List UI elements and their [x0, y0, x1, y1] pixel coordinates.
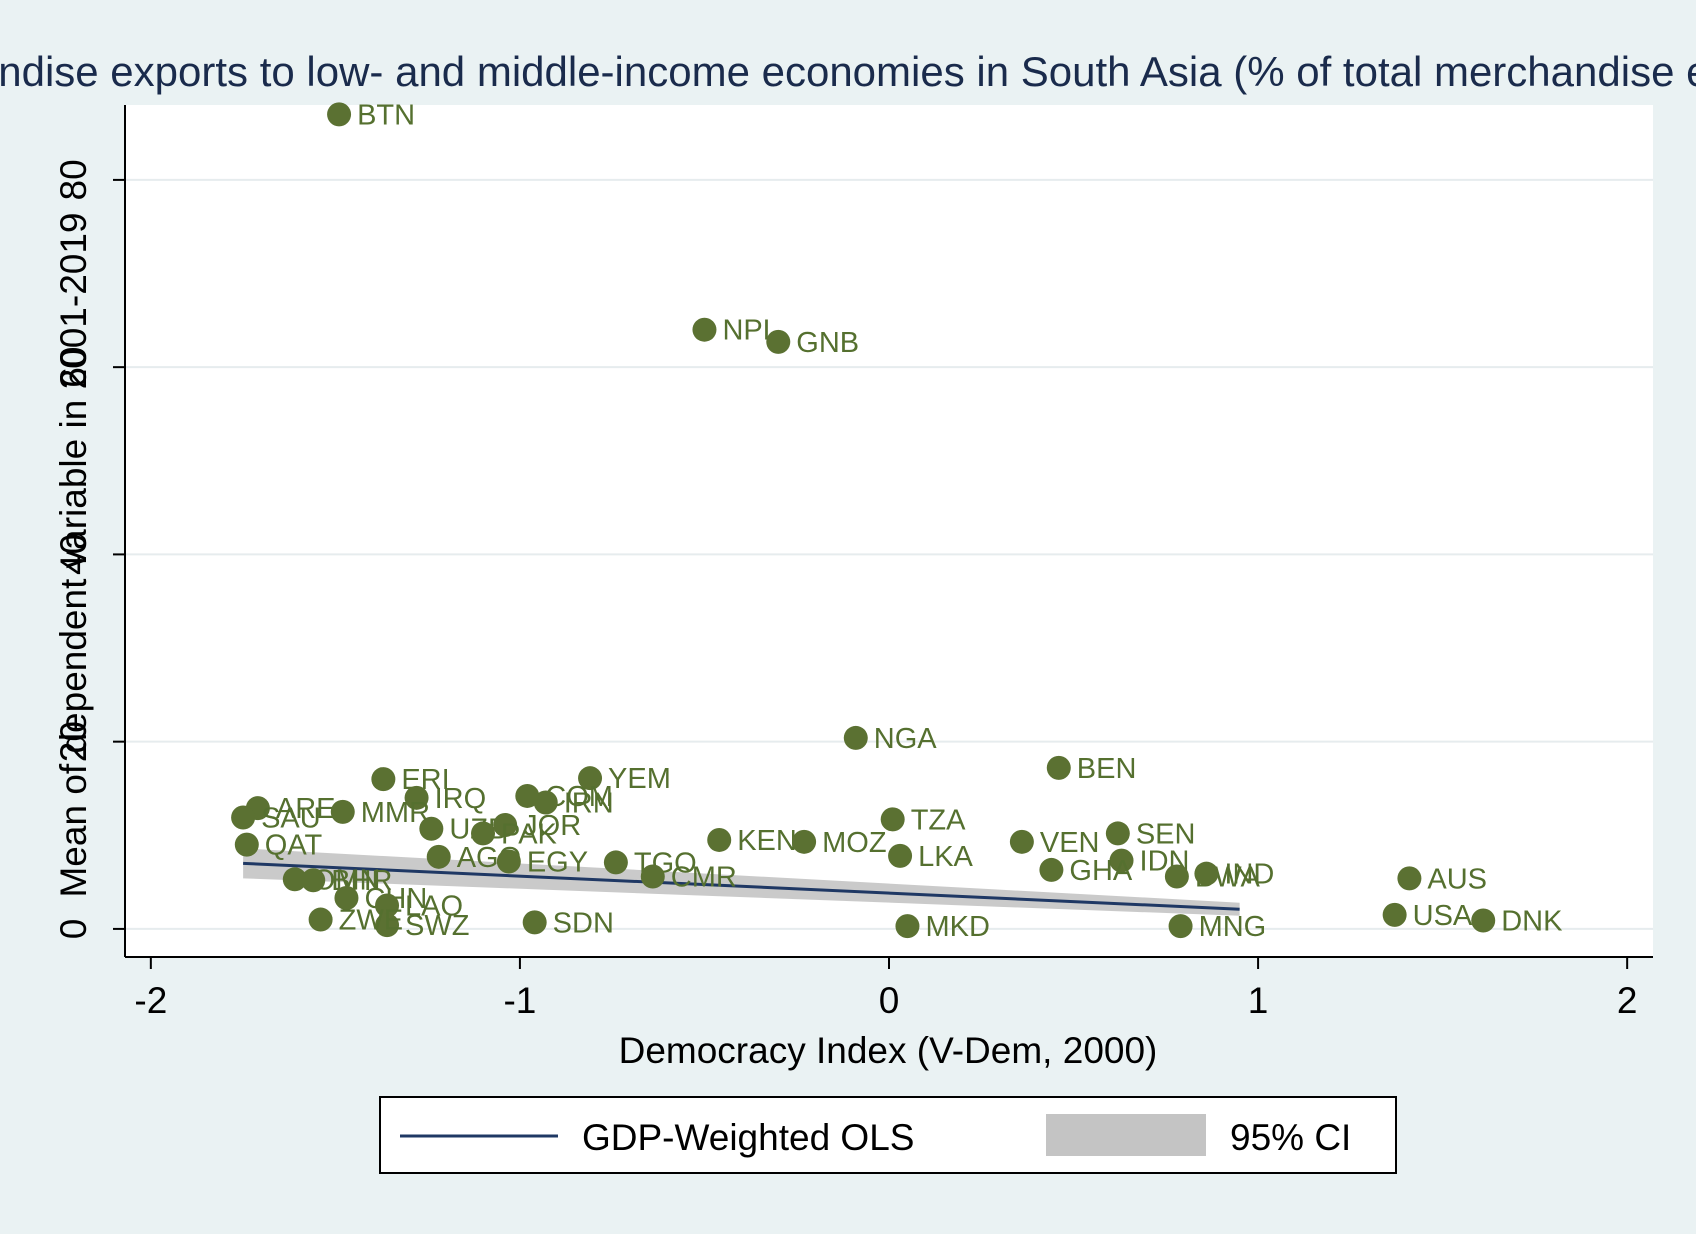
point-label-jor: JOR: [523, 810, 581, 842]
point-label-lao: LAO: [405, 891, 463, 923]
point-lao: [375, 893, 400, 918]
point-label-btn: BTN: [357, 99, 415, 131]
point-gnb: [766, 329, 791, 354]
point-mkd: [895, 914, 920, 939]
y-tick-label-4: 80: [53, 159, 94, 200]
legend-label-ci: 95% CI: [1230, 1117, 1351, 1158]
point-label-egy: EGY: [527, 847, 588, 879]
point-label-usa: USA: [1413, 900, 1473, 932]
point-label-dnk: DNK: [1501, 905, 1563, 937]
point-label-qat: QAT: [265, 830, 323, 862]
point-label-ben: BEN: [1077, 753, 1137, 785]
point-sdn: [522, 910, 547, 935]
point-sau: [231, 805, 256, 830]
point-jor: [493, 812, 518, 837]
y-tick-label-2: 40: [53, 534, 94, 575]
x-axis-title: Democracy Index (V-Dem, 2000): [619, 1030, 1158, 1071]
y-tick-label-3: 60: [53, 347, 94, 388]
point-yem: [578, 766, 603, 791]
point-label-mng: MNG: [1199, 911, 1267, 943]
point-pak: [471, 821, 496, 846]
point-aus: [1397, 866, 1422, 891]
point-btn: [327, 102, 352, 127]
point-label-ind: IND: [1224, 859, 1274, 891]
point-label-irn: IRN: [564, 788, 614, 820]
point-chn: [334, 886, 359, 911]
x-tick-label-1: -1: [503, 980, 536, 1021]
point-bhr: [301, 868, 326, 893]
point-moz: [792, 829, 817, 854]
point-label-nga: NGA: [874, 723, 938, 755]
fit-line-layer: [243, 861, 1240, 911]
point-tza: [880, 807, 905, 832]
point-swz: [375, 913, 400, 938]
point-label-lka: LKA: [918, 841, 973, 873]
legend: GDP-Weighted OLS 95% CI: [379, 1096, 1397, 1174]
point-label-mmr: MMR: [361, 797, 430, 829]
legend-ci-swatch: [1046, 1114, 1206, 1156]
point-tgo: [603, 850, 628, 875]
point-label-zwe: ZWE: [339, 905, 403, 937]
point-label-gha: GHA: [1069, 855, 1133, 887]
x-tick-label-2: 0: [879, 980, 900, 1021]
chart-title: Merchandise exports to low- and middle-i…: [0, 48, 1696, 95]
y-tick-label-1: 20: [53, 721, 94, 762]
point-omn: [282, 867, 307, 892]
point-label-ven: VEN: [1040, 827, 1100, 859]
point-gha: [1039, 857, 1064, 882]
point-sen: [1105, 821, 1130, 846]
point-irn: [533, 790, 558, 815]
point-idn: [1109, 848, 1134, 873]
x-ticks: -2 -1 0 1 2: [134, 957, 1637, 1021]
point-label-ken: KEN: [737, 825, 797, 857]
point-label-sdn: SDN: [553, 907, 614, 939]
point-irq: [404, 785, 429, 810]
y-ticks: 0 20 40 60 80: [53, 159, 125, 939]
point-ind: [1194, 861, 1219, 886]
point-dnk: [1471, 908, 1496, 933]
x-tick-label-3: 1: [1248, 980, 1269, 1021]
point-label-pak: PAK: [501, 818, 558, 850]
point-eri: [371, 767, 396, 792]
point-bwa: [1164, 864, 1189, 889]
point-label-cmr: CMR: [671, 861, 737, 893]
fit-line: [243, 861, 1240, 911]
point-label-aus: AUS: [1427, 863, 1487, 895]
point-label-yem: YEM: [608, 763, 671, 795]
point-label-mkd: MKD: [925, 911, 989, 943]
point-npl: [692, 317, 717, 342]
point-mng: [1168, 914, 1193, 939]
point-ven: [1009, 829, 1034, 854]
point-uzb: [419, 816, 444, 841]
point-mmr: [330, 799, 355, 824]
point-qat: [234, 832, 259, 857]
point-com: [515, 783, 540, 808]
point-egy: [496, 849, 521, 874]
point-label-are: ARE: [276, 793, 336, 825]
point-label-irq: IRQ: [435, 783, 487, 815]
point-lka: [888, 843, 913, 868]
legend-label-ols: GDP-Weighted OLS: [582, 1117, 914, 1158]
point-usa: [1382, 902, 1407, 927]
point-label-moz: MOZ: [822, 827, 886, 859]
point-label-sen: SEN: [1136, 818, 1196, 850]
data-points: BTNNPLGNBNGABENYEMERIIRQARESAUMMRCOMIRNU…: [231, 99, 1563, 943]
point-label-sau: SAU: [261, 802, 321, 834]
x-tick-label-4: 2: [1617, 980, 1638, 1021]
y-tick-label-0: 0: [53, 919, 94, 940]
point-cmr: [640, 864, 665, 889]
point-label-swz: SWZ: [405, 910, 469, 942]
x-tick-label-0: -2: [134, 980, 167, 1021]
point-nga: [843, 725, 868, 750]
point-label-gnb: GNB: [796, 327, 859, 359]
point-ken: [707, 827, 732, 852]
point-ago: [426, 844, 451, 869]
y-axis-title: Mean of dependent variable in 2001-2019: [53, 212, 94, 897]
point-label-tza: TZA: [911, 804, 966, 836]
point-zwe: [308, 907, 333, 932]
point-ben: [1046, 755, 1071, 780]
